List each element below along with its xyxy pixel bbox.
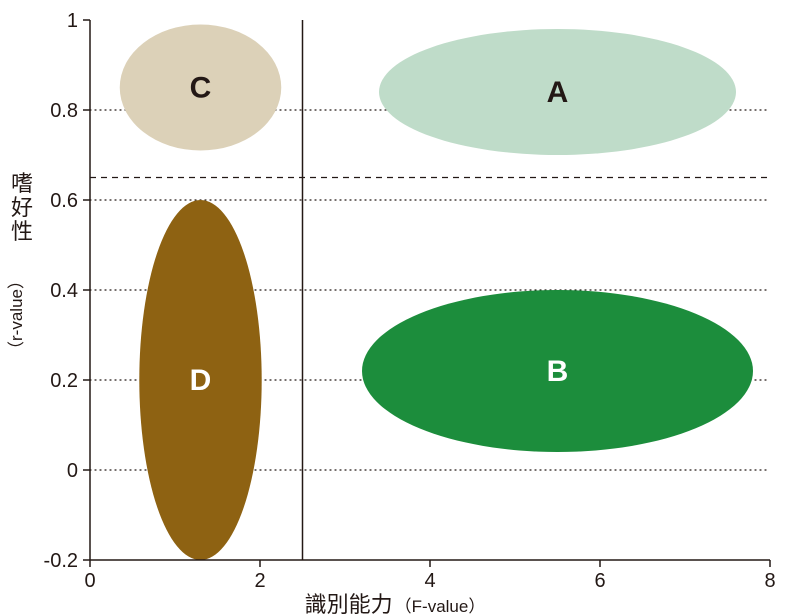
y-tick-label: -0.2 [44, 550, 78, 572]
y-axis-title-sub: （r-value） [7, 272, 26, 358]
y-axis-title-char: 嗜 [11, 171, 33, 196]
x-tick-label: 8 [764, 570, 775, 592]
y-tick-label: 0.4 [50, 280, 78, 302]
region-label-c: C [190, 71, 212, 104]
x-tick-label: 6 [594, 570, 605, 592]
y-tick-label: 0.8 [50, 100, 78, 122]
y-tick-label: 0 [67, 460, 78, 482]
y-axis-title-char: 性 [11, 219, 33, 244]
y-axis-title-char: 好 [11, 195, 33, 220]
chart-svg: ABCD02468-0.200.20.40.60.81識別能力（F-value）… [0, 0, 800, 615]
region-label-d: D [190, 364, 212, 397]
x-tick-label: 2 [254, 570, 265, 592]
x-tick-label: 4 [424, 570, 435, 592]
y-tick-label: 1 [67, 10, 78, 32]
x-tick-label: 0 [84, 570, 95, 592]
y-tick-label: 0.6 [50, 190, 78, 212]
region-label-a: A [547, 76, 569, 109]
y-tick-label: 0.2 [50, 370, 78, 392]
region-label-b: B [547, 355, 569, 388]
chart-container: ABCD02468-0.200.20.40.60.81識別能力（F-value）… [0, 0, 800, 615]
